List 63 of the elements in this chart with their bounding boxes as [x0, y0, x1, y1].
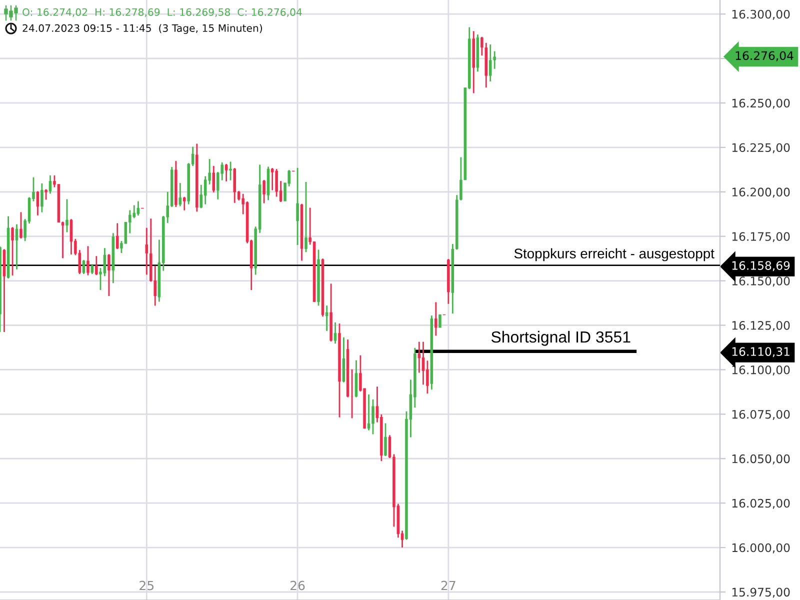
y-tick-label: 16.125,00 [732, 321, 790, 332]
y-tick-label: 16.200,00 [732, 188, 790, 198]
y-tick-label: 16.225,00 [732, 143, 790, 154]
x-tick-label: 25 [140, 580, 154, 590]
candlestick [224, 164, 228, 182]
y-tick-label: 16.025,00 [732, 498, 790, 509]
candlestick [354, 360, 358, 398]
series-label: Shortsignal ID 3551 [491, 330, 630, 346]
y-tick-label: 16.100,00 [732, 365, 790, 376]
candlestick [57, 184, 60, 222]
candlestick [493, 51, 496, 69]
candlestick [296, 168, 299, 246]
y-tick-label: 16.175,00 [732, 232, 790, 242]
candlestick [438, 314, 442, 328]
x-tick-label: 26 [290, 580, 305, 590]
candlestick [108, 254, 110, 296]
y-tick-label: 16.075,00 [732, 410, 790, 420]
candlestick [480, 36, 484, 56]
text: O: 16.274,02 H: 16.278,69 L: 16.269,58 C: 16.276,04 [22, 8, 302, 17]
candlestick [70, 219, 73, 254]
candlestick [178, 183, 182, 206]
candlestick [434, 302, 438, 336]
candlestick [233, 168, 236, 203]
candlestick [103, 248, 106, 276]
text: 16.276,04 [736, 51, 794, 62]
text: 24.07.2023 09:15 - 11:45 (3 Tage, 15 Minuten) [22, 24, 262, 34]
candlestick [229, 162, 232, 180]
candlestick [426, 360, 429, 394]
candlestick [384, 423, 387, 456]
candlestick [212, 166, 216, 192]
candlestick [20, 212, 22, 238]
candlestick [145, 228, 148, 275]
y-tick-label: 16.050,00 [732, 454, 790, 464]
y-tick-label: 16.300,00 [732, 10, 790, 20]
y-tick-label: 15.975,00 [732, 588, 790, 598]
candlestick [66, 199, 68, 232]
candlestick [312, 241, 316, 302]
candlestick [182, 196, 186, 210]
candlestick [488, 44, 492, 82]
candlestick [132, 205, 136, 218]
x-tick-label: 27 [441, 580, 456, 590]
candlestick [86, 246, 90, 276]
candlestick [372, 399, 374, 434]
candlestick [15, 224, 18, 270]
y-tick-label: 16.250,00 [732, 98, 790, 109]
y-tick-label: 16.110,31 [732, 347, 790, 358]
candlestick [44, 189, 48, 200]
candlestick [422, 342, 425, 385]
candlestick [95, 256, 98, 276]
candlestick [48, 175, 52, 194]
candlestick [40, 183, 44, 212]
y-tick-label: 16.000,00 [732, 543, 790, 554]
candlestick [82, 260, 86, 274]
y-tick-label: 16.150,00 [732, 276, 790, 287]
candlestick [116, 223, 119, 250]
candlestick [11, 227, 14, 276]
candlestick [304, 182, 308, 252]
candlestick [270, 168, 274, 190]
ref-line-label: Stoppkurs erreicht - ausgestoppt [514, 248, 714, 262]
candlestick [204, 176, 207, 204]
candlestick [262, 180, 266, 204]
y-tick-label: 16.158,69 [732, 261, 790, 272]
candlestick [136, 201, 140, 216]
